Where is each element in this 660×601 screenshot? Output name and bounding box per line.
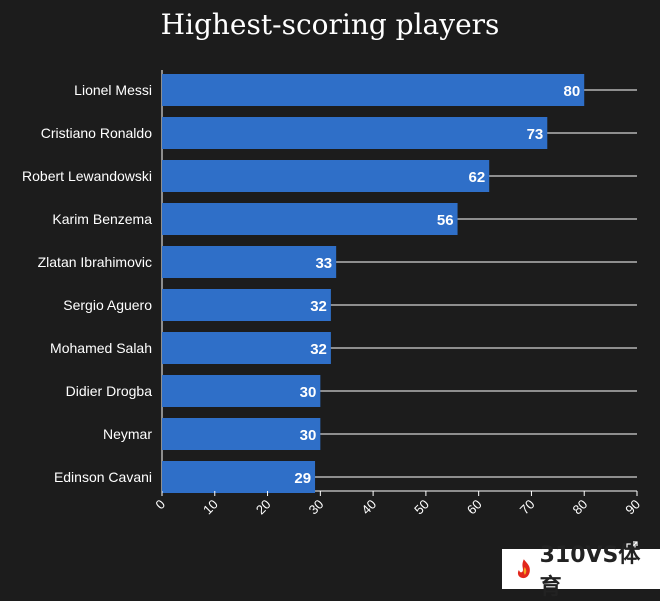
- bar[interactable]: [162, 117, 548, 149]
- category-label: Robert Lewandowski: [22, 168, 152, 184]
- bar[interactable]: [162, 74, 585, 106]
- category-label: Cristiano Ronaldo: [41, 125, 152, 141]
- flame-logo-icon: [517, 559, 530, 579]
- bar[interactable]: [162, 160, 490, 192]
- x-tick-label: 80: [570, 497, 591, 518]
- category-label: Zlatan Ibrahimovic: [38, 254, 152, 270]
- category-label: Sergio Aguero: [63, 297, 152, 313]
- category-label: Didier Drogba: [66, 383, 153, 399]
- category-label: Karim Benzema: [52, 211, 152, 227]
- watermark-text: 310VS体育: [539, 543, 641, 600]
- data-label: 30: [300, 427, 317, 444]
- x-tick-label: 0: [152, 497, 168, 513]
- x-tick-label: 40: [358, 497, 379, 518]
- category-label: Mohamed Salah: [50, 340, 152, 356]
- data-label: 33: [315, 255, 332, 272]
- data-label: 73: [527, 126, 544, 143]
- data-label: 32: [310, 298, 327, 315]
- data-label: 32: [310, 341, 327, 358]
- data-label: 56: [437, 212, 454, 229]
- category-label: Lionel Messi: [74, 82, 152, 98]
- bar[interactable]: [162, 375, 321, 407]
- data-label: 62: [469, 169, 486, 186]
- bar[interactable]: [162, 332, 331, 364]
- x-tick-label: 90: [622, 497, 643, 518]
- x-tick-label: 10: [200, 497, 221, 518]
- data-label: 80: [564, 83, 581, 100]
- watermark: 310VS体育: [502, 543, 660, 600]
- data-label: 29: [294, 470, 311, 487]
- chart-title: Highest-scoring players: [160, 8, 500, 41]
- x-tick-label: 20: [253, 497, 274, 518]
- bar[interactable]: [162, 418, 321, 450]
- x-tick-label: 30: [306, 497, 327, 518]
- bar[interactable]: [162, 246, 337, 278]
- x-tick-label: 60: [464, 497, 485, 518]
- x-tick-label: 50: [411, 497, 432, 518]
- bar[interactable]: [162, 289, 331, 321]
- data-label: 30: [300, 384, 317, 401]
- bar[interactable]: [162, 461, 316, 493]
- category-label: Edinson Cavani: [54, 469, 152, 485]
- bar[interactable]: [162, 203, 458, 235]
- category-label: Neymar: [103, 426, 152, 442]
- x-tick-label: 70: [517, 497, 538, 518]
